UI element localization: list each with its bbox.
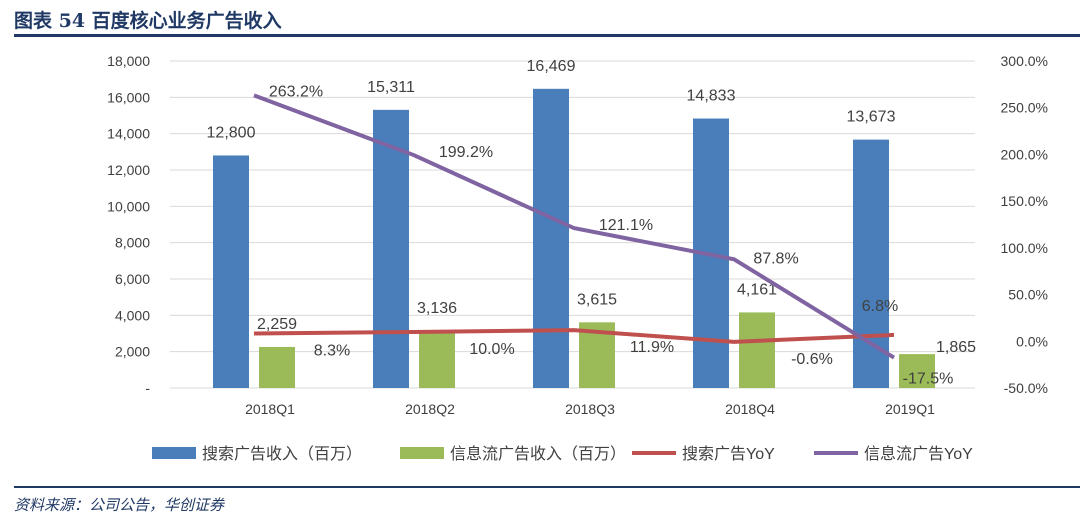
feed-bar: [899, 354, 935, 388]
legend-label: 信息流广告收入（百万）: [450, 445, 626, 463]
feed-bar: [419, 331, 455, 388]
right-tick-label: 0.0%: [1016, 333, 1048, 349]
search-bar: [533, 88, 569, 388]
feed-bar-label: 1,865: [936, 339, 976, 356]
legend-swatch: [152, 447, 196, 459]
right-tick-label: 250.0%: [1001, 100, 1048, 116]
search-bar-label: 12,800: [207, 124, 256, 141]
left-tick-label: 8,000: [115, 235, 150, 251]
search-yoy-label: 11.9%: [630, 339, 674, 356]
feed-yoy-label: 121.1%: [599, 217, 653, 234]
left-tick-label: 6,000: [115, 271, 150, 287]
title-rule: [14, 34, 1080, 37]
feed-bar-label: 4,161: [737, 281, 777, 298]
left-tick-label: -: [145, 380, 150, 396]
source-note: 资料来源：公司公告，华创证券: [14, 496, 225, 514]
right-tick-label: -50.0%: [1004, 380, 1048, 396]
search-bar: [373, 109, 409, 389]
feed-bar-label: 3,615: [577, 291, 617, 308]
x-tick-label: 2018Q2: [405, 401, 455, 417]
feed-yoy-label: 87.8%: [753, 250, 798, 267]
feed-yoy-label: -17.5%: [903, 371, 954, 388]
x-tick-label: 2018Q3: [565, 401, 615, 417]
search-bar: [853, 139, 889, 388]
left-tick-label: 4,000: [115, 307, 150, 323]
feed-bar-label: 3,136: [417, 300, 457, 317]
right-tick-label: 300.0%: [1001, 53, 1048, 69]
left-tick-label: 14,000: [107, 126, 150, 142]
chart: - 2,000 4,000 6,000 8,000 10,000 12,000 14,000 1…: [107, 53, 1048, 463]
legend-label: 搜索广告YoY: [682, 445, 775, 463]
legend-label: 搜索广告收入（百万）: [202, 445, 362, 463]
x-tick-label: 2018Q4: [725, 401, 775, 417]
search-yoy-label: 10.0%: [469, 341, 514, 358]
right-tick-label: 200.0%: [1001, 146, 1048, 162]
feed-bar: [739, 312, 775, 388]
source-rule: [14, 486, 1080, 488]
right-tick-label: 150.0%: [1001, 193, 1048, 209]
feed-yoy-label: 263.2%: [269, 83, 323, 100]
search-yoy-label: 8.3%: [314, 343, 350, 360]
legend-label: 信息流广告YoY: [864, 445, 973, 463]
feed-yoy-label: 199.2%: [439, 144, 493, 161]
left-tick-label: 10,000: [107, 198, 150, 214]
search-bar: [213, 155, 249, 388]
right-tick-label: 50.0%: [1008, 287, 1048, 303]
figure-title: 图表 54 百度核心业务广告收入: [14, 10, 282, 32]
search-bar-label: 16,469: [527, 58, 576, 75]
search-bar-label: 15,311: [367, 79, 415, 96]
search-yoy-label: 6.8%: [862, 298, 898, 315]
search-yoy-line: [253, 328, 895, 344]
left-tick-label: 16,000: [107, 89, 150, 105]
left-tick-label: 18,000: [107, 53, 150, 69]
legend-swatch: [400, 447, 444, 459]
right-tick-label: 100.0%: [1001, 240, 1048, 256]
search-bar-label: 14,833: [687, 88, 736, 105]
x-tick-label: 2019Q1: [885, 401, 935, 417]
left-tick-label: 2,000: [115, 344, 150, 360]
feed-bar: [259, 346, 295, 388]
search-yoy-label: -0.6%: [791, 351, 833, 368]
feed-yoy-line: [253, 93, 896, 360]
x-tick-label: 2018Q1: [245, 401, 295, 417]
feed-bar-label: 2,259: [257, 316, 297, 333]
search-bar-label: 13,673: [847, 109, 896, 126]
left-tick-label: 12,000: [107, 162, 150, 178]
